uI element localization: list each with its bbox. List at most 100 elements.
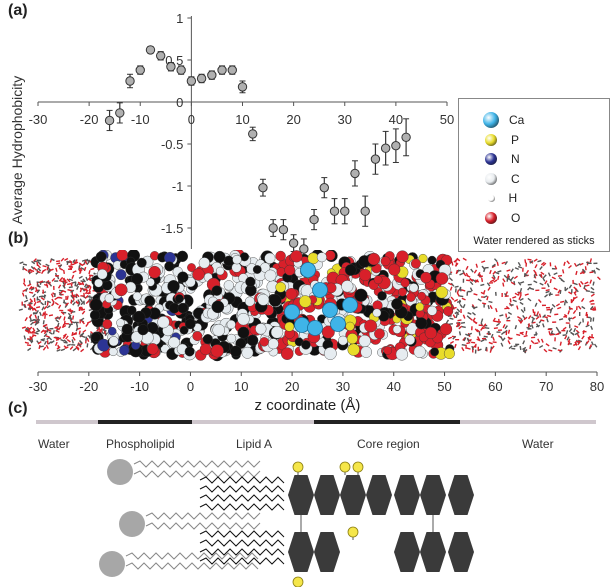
water-molecule	[50, 340, 55, 344]
water-molecule	[487, 286, 491, 291]
water-molecule	[42, 268, 47, 273]
phospholipid-headgroup	[119, 511, 145, 537]
water-molecule	[499, 335, 504, 341]
atom	[212, 323, 225, 337]
water-molecule	[449, 317, 454, 320]
water-molecule	[537, 338, 541, 343]
atom	[211, 300, 225, 314]
water-molecule	[576, 263, 581, 267]
water-molecule	[79, 340, 83, 344]
atom	[144, 295, 155, 306]
panel-b-label: (b)	[8, 230, 29, 247]
atom	[264, 252, 276, 264]
water-molecule	[70, 294, 74, 299]
water-molecule	[86, 343, 89, 348]
water-molecule	[568, 264, 572, 269]
water-molecule	[30, 334, 35, 339]
water-molecule	[540, 261, 545, 266]
y-tick-label: -1.5	[161, 221, 183, 236]
fatty-acid-chain	[199, 539, 285, 547]
water-molecule	[455, 311, 460, 316]
water-molecule	[60, 348, 66, 352]
water-molecule	[543, 274, 547, 279]
data-point	[248, 129, 258, 139]
lps-schematic	[99, 459, 474, 587]
water-molecule	[499, 314, 504, 317]
atom	[373, 275, 383, 285]
water-molecule	[557, 289, 561, 294]
water-molecule	[45, 281, 51, 285]
fatty-acid-chain	[199, 548, 285, 556]
water-molecule	[58, 279, 64, 283]
water-molecule	[513, 275, 518, 280]
water-molecule	[72, 270, 77, 274]
water-molecule	[492, 317, 496, 322]
atom	[157, 316, 170, 329]
water-molecule	[517, 265, 523, 269]
water-molecule	[24, 299, 29, 303]
water-molecule	[21, 326, 27, 329]
water-molecule	[96, 328, 101, 332]
water-molecule	[509, 298, 512, 303]
water-molecule	[456, 308, 461, 313]
water-molecule	[449, 277, 453, 282]
water-molecule	[63, 339, 68, 344]
water-molecule	[50, 258, 55, 262]
water-molecule	[104, 332, 109, 337]
water-molecule	[64, 302, 69, 306]
data-point	[104, 115, 115, 126]
atom	[275, 250, 286, 262]
water-molecule	[39, 280, 44, 284]
x-tick-label: 20	[286, 112, 300, 127]
water-molecule	[558, 277, 563, 281]
water-molecule	[75, 293, 80, 298]
water-molecule	[75, 322, 79, 328]
sugar-ring	[448, 532, 474, 572]
phosphate-group	[352, 461, 364, 473]
water-molecule	[27, 347, 32, 352]
atom	[264, 269, 277, 282]
water-molecule	[32, 334, 37, 337]
water-molecule	[72, 281, 77, 284]
data-point	[329, 206, 340, 216]
data-point	[156, 51, 166, 61]
water-molecule	[584, 281, 589, 285]
water-molecule	[37, 261, 42, 266]
legend-swatch	[485, 133, 497, 146]
sugar-ring	[314, 475, 340, 515]
legend-note: Water rendered as sticks	[473, 235, 595, 247]
water-molecule	[27, 283, 32, 287]
atom	[148, 265, 161, 279]
water-molecule	[493, 258, 498, 263]
water-molecule	[580, 280, 584, 285]
water-molecule	[535, 323, 540, 328]
atom	[443, 348, 455, 360]
water-molecule	[585, 340, 590, 345]
water-molecule	[536, 311, 540, 316]
phospholipid-headgroup	[107, 459, 133, 485]
water-molecule	[484, 346, 488, 351]
water-molecule	[516, 333, 521, 337]
water-molecule	[534, 302, 538, 307]
water-molecule	[29, 336, 33, 341]
water-molecule	[19, 261, 24, 265]
bar-core	[314, 420, 460, 424]
water-molecule	[462, 314, 466, 319]
water-molecule	[491, 345, 495, 350]
data-point	[380, 143, 391, 153]
atom	[137, 324, 149, 336]
water-molecule	[513, 281, 516, 286]
water-molecule	[525, 269, 530, 274]
x-tick-label: 10	[235, 112, 249, 127]
y-tick-label: -1	[172, 179, 184, 194]
water-molecule	[469, 287, 473, 292]
atom	[108, 336, 119, 347]
water-molecule	[488, 341, 493, 345]
legend-item-ca: Ca	[483, 111, 524, 129]
atom	[226, 333, 237, 344]
water-molecule	[46, 300, 52, 304]
atom	[94, 278, 103, 288]
atom	[443, 306, 454, 317]
water-molecule	[507, 275, 510, 280]
atom	[211, 285, 223, 296]
